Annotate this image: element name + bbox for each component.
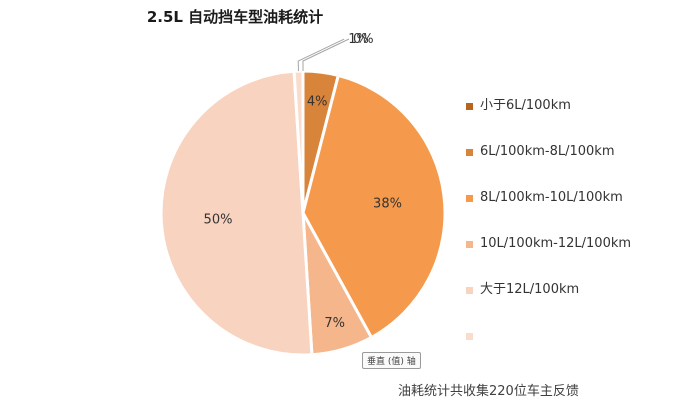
leader-line — [297, 38, 345, 72]
legend-label: 8L/100km-10L/100km — [480, 190, 623, 205]
legend-swatch — [466, 333, 473, 340]
legend-swatch — [466, 287, 473, 294]
data-label: 0% — [353, 32, 374, 47]
data-label: 38% — [373, 196, 402, 211]
data-label: 7% — [324, 316, 345, 331]
footnote: 油耗统计共收集220位车主反馈 — [398, 384, 579, 399]
data-label: 1% — [348, 32, 369, 47]
legend-swatch — [466, 103, 473, 110]
legend-label: 大于12L/100km — [480, 282, 580, 297]
legend-label: 10L/100km-12L/100km — [480, 236, 632, 251]
pie-slice[interactable] — [159, 69, 314, 357]
legend-swatch — [466, 195, 473, 202]
legend-label: 小于6L/100km — [480, 98, 571, 113]
pie-slice[interactable] — [301, 73, 447, 339]
vertical-axis-tag[interactable]: 垂直 (值) 轴 — [362, 352, 421, 369]
leader-line — [302, 38, 350, 71]
legend-label: 6L/100km-8L/100km — [480, 144, 615, 159]
chart-title: 2.5L 自动挡车型油耗统计 — [146, 8, 324, 26]
legend-swatch — [466, 241, 473, 248]
data-label: 50% — [204, 212, 233, 227]
data-label: 4% — [307, 94, 328, 109]
legend-swatch — [466, 149, 473, 156]
